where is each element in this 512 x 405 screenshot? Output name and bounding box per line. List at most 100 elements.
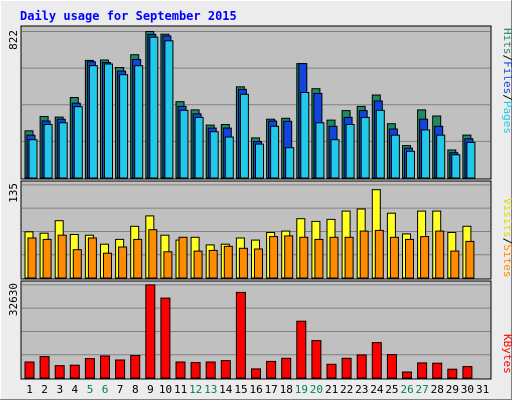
middle-bar-sites-day-9: [148, 229, 158, 279]
bottom-bar-kbytes-day-6: [100, 355, 110, 379]
bottom-bar-kbytes-day-23: [356, 354, 367, 379]
middle-bar-sites-day-20: [314, 238, 324, 279]
legend-sep-2: /: [501, 94, 512, 101]
x-tick-label-day-21: 21: [325, 383, 338, 396]
x-tick-label-day-17: 17: [265, 383, 278, 396]
bottom-bar-kbytes-day-14: [220, 360, 231, 379]
svg-text:Hits/Files/Pages: Hits/Files/Pages: [501, 28, 512, 134]
bottom-bar-kbytes-day-4: [69, 364, 80, 379]
top-bar-pages-day-23: [360, 116, 370, 179]
bottom-bar-kbytes-day-27: [417, 362, 428, 379]
svg-text:Visits/Sites: Visits/Sites: [501, 198, 512, 278]
top-bar-pages-day-10: [164, 40, 174, 179]
top-bar-pages-day-28: [436, 134, 446, 179]
middle-bar-sites-day-10: [163, 251, 173, 279]
middle-side-legend: Visits/Sites: [501, 198, 512, 278]
top-bar-pages-day-20: [315, 122, 325, 179]
top-bar-pages-day-27: [421, 129, 431, 179]
middle-bar-sites-day-29: [450, 250, 460, 279]
middle-bar-sites-day-22: [344, 236, 354, 279]
bottom-bar-kbytes-day-26: [402, 371, 412, 379]
x-tick-label-day-28: 28: [431, 383, 444, 396]
x-tick-label-day-13: 13: [204, 383, 217, 396]
legend-visits: Visits: [501, 198, 512, 238]
top-bar-pages-day-4: [73, 106, 83, 179]
bottom-bar-kbytes-day-13: [205, 361, 216, 379]
x-tick-label-day-5: 5: [87, 383, 94, 396]
middle-bar-sites-day-12: [193, 250, 203, 279]
bottom-bar-kbytes-day-22: [341, 357, 352, 379]
x-tick-label-day-2: 2: [41, 383, 48, 396]
legend-files: Files: [501, 61, 512, 94]
middle-bar-sites-day-13: [208, 249, 218, 279]
top-bar-pages-day-13: [209, 131, 219, 179]
top-bar-pages-day-1: [28, 139, 38, 179]
x-axis-labels: 1 2 3 4 5 6 7 8 9 10 11 12 13 14 15 16 17 18 19 20 21 22 23 24 2…: [26, 383, 489, 396]
legend-sites: Sites: [501, 244, 512, 277]
top-bar-pages-day-9: [149, 36, 159, 179]
bottom-bar-kbytes-day-15: [235, 291, 246, 379]
middle-bar-sites-day-17: [269, 236, 279, 279]
middle-bar-sites-day-11: [178, 236, 188, 279]
bottom-bar-kbytes-day-1: [24, 361, 35, 379]
x-tick-label-day-25: 25: [385, 383, 398, 396]
x-tick-label-day-31: 31: [476, 383, 489, 396]
x-tick-label-day-23: 23: [355, 383, 368, 396]
middle-bar-sites-day-18: [284, 235, 294, 279]
bottom-bar-kbytes-day-9: [145, 284, 156, 379]
bottom-bar-kbytes-day-8: [130, 355, 141, 379]
middle-bar-sites-day-25: [389, 236, 399, 279]
top-bar-pages-day-21: [330, 139, 340, 179]
top-bar-pages-day-19: [300, 92, 310, 179]
middle-bar-sites-day-28: [435, 230, 445, 279]
top-bar-pages-day-25: [390, 134, 400, 179]
legend-pages: Pages: [501, 101, 512, 134]
top-bar-pages-day-3: [58, 122, 68, 179]
bottom-bar-kbytes-day-21: [326, 363, 337, 379]
bottom-bar-kbytes-day-17: [266, 360, 277, 379]
x-tick-label-day-15: 15: [234, 383, 247, 396]
legend-sep-1: /: [501, 55, 512, 62]
legend-sep-3: /: [501, 238, 512, 245]
chart-title: Daily usage for September 2015: [20, 9, 237, 23]
top-bar-pages-day-17: [270, 125, 280, 179]
x-tick-label-day-27: 27: [415, 383, 428, 396]
bottom-bar-kbytes-day-30: [462, 366, 473, 379]
bottom-ymax-label: 32630: [7, 283, 20, 316]
middle-bar-sites-day-24: [374, 229, 384, 279]
bottom-bar-kbytes-day-10: [160, 297, 171, 379]
middle-bar-sites-day-30: [465, 240, 475, 279]
bottom-bar-kbytes-day-5: [84, 358, 95, 379]
middle-bar-sites-day-21: [329, 236, 339, 279]
top-bar-pages-day-15: [239, 93, 249, 179]
bottom-bar-kbytes-day-16: [251, 368, 261, 379]
middle-bar-sites-day-23: [359, 230, 369, 279]
top-bar-pages-day-18: [285, 147, 295, 179]
x-tick-label-day-18: 18: [280, 383, 293, 396]
x-tick-label-day-3: 3: [56, 383, 63, 396]
x-tick-label-day-19: 19: [295, 383, 308, 396]
top-bar-pages-day-11: [179, 109, 189, 179]
legend-kbytes: KBytes: [501, 334, 512, 374]
middle-bar-sites-day-1: [27, 237, 37, 279]
top-bar-pages-day-22: [345, 124, 355, 179]
bottom-bar-kbytes-day-11: [175, 361, 186, 379]
x-tick-label-day-10: 10: [159, 383, 172, 396]
bottom-bar-kbytes-day-19: [296, 320, 307, 379]
bottom-bar-kbytes-day-20: [311, 340, 322, 379]
x-tick-label-day-29: 29: [446, 383, 459, 396]
x-tick-label-day-12: 12: [189, 383, 202, 396]
top-bar-pages-day-7: [119, 74, 129, 179]
middle-bar-sites-day-6: [103, 252, 112, 279]
bottom-bar-kbytes-day-12: [190, 362, 201, 379]
middle-bar-sites-day-14: [223, 245, 233, 279]
bottom-side-legend: KBytes: [501, 334, 512, 374]
x-tick-label-day-14: 14: [219, 383, 233, 396]
middle-bar-sites-day-3: [57, 234, 67, 279]
legend-hits: Hits: [501, 28, 512, 55]
top-bar-pages-day-29: [451, 154, 461, 179]
middle-ymax-label: 135: [7, 183, 20, 203]
bottom-bar-kbytes-day-24: [371, 342, 382, 379]
x-tick-label-day-20: 20: [310, 383, 323, 396]
x-tick-label-day-16: 16: [249, 383, 262, 396]
